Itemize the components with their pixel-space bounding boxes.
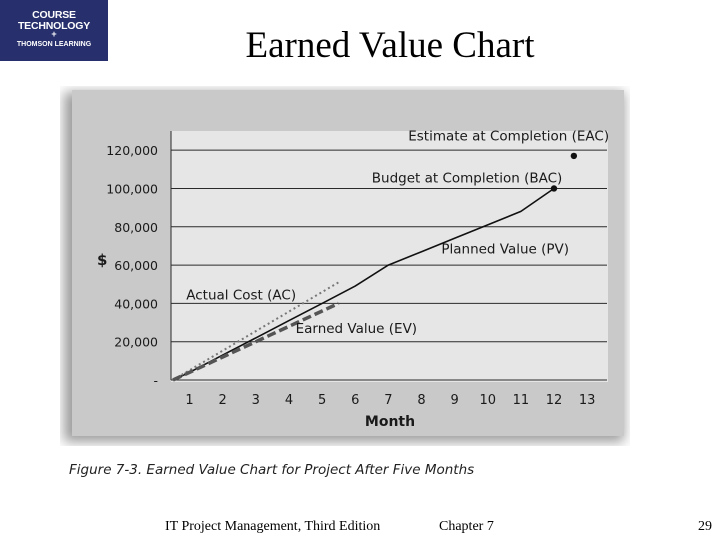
y-axis-label: $ <box>97 251 107 269</box>
y-tick-label: 120,000 <box>106 143 158 158</box>
x-axis-label: Month <box>365 414 415 430</box>
plot-area <box>171 131 608 382</box>
slide-title: Earned Value Chart <box>245 25 535 66</box>
annotation-label: Actual Cost (AC) <box>186 288 296 304</box>
x-tick-label: 12 <box>546 393 563 408</box>
y-tick-label: 20,000 <box>114 335 158 350</box>
actual-cost-ac-line <box>172 281 340 381</box>
y-tick-label: 80,000 <box>114 220 158 235</box>
earned-value-figure: -20,000 40,000 60,000 80,000 100,000 120,000 … <box>60 86 630 446</box>
x-tick-label: 1 <box>185 393 193 408</box>
y-tick-label: - <box>153 373 158 388</box>
x-tick-label: 5 <box>318 393 326 408</box>
x-tick-label: 11 <box>513 393 530 408</box>
x-tick-label: 6 <box>351 393 359 408</box>
logo-line-thomson: THOMSON LEARNING <box>16 41 92 48</box>
figure-caption: Figure 7-3. Earned Value Chart for Proje… <box>69 462 475 478</box>
footer-page-number: 29 <box>698 519 712 534</box>
logo-plus-icon: + <box>51 29 57 39</box>
footer-book-title: IT Project Management, Third Edition <box>165 519 381 534</box>
y-tick-label: 100,000 <box>106 181 158 196</box>
footer-chapter: Chapter 7 <box>439 519 494 534</box>
x-tick-label: 3 <box>252 393 260 408</box>
earned-value-ev-line <box>172 301 340 382</box>
estimate-at-completion-eac-point <box>570 152 578 160</box>
x-tick-label: 2 <box>219 393 227 408</box>
x-tick-label: 9 <box>450 393 458 408</box>
x-tick-label: 10 <box>479 393 496 408</box>
annotation-label: Earned Value (EV) <box>296 321 418 337</box>
y-tick-label: 60,000 <box>114 258 158 273</box>
y-tick-label: 40,000 <box>114 296 158 311</box>
course-technology-logo: COURSE TECHNOLOGY + THOMSON LEARNING <box>0 0 108 61</box>
x-tick-label: 13 <box>579 393 596 408</box>
logo-line-course: COURSE <box>32 9 76 21</box>
budget-at-completion-bac-point <box>550 185 558 192</box>
earned-value-chart: -20,00040,00060,00080,000100,000120,000 … <box>64 90 624 442</box>
logo-line-technology: TECHNOLOGY <box>17 20 91 32</box>
x-tick-label: 8 <box>417 393 425 408</box>
annotation-label: Planned Value (PV) <box>441 242 569 258</box>
annotation-label: Budget at Completion (BAC) <box>372 171 563 187</box>
x-tick-label: 4 <box>285 393 293 408</box>
x-tick-label: 7 <box>384 393 392 408</box>
annotation-label: Estimate at Completion (EAC) <box>408 129 609 145</box>
